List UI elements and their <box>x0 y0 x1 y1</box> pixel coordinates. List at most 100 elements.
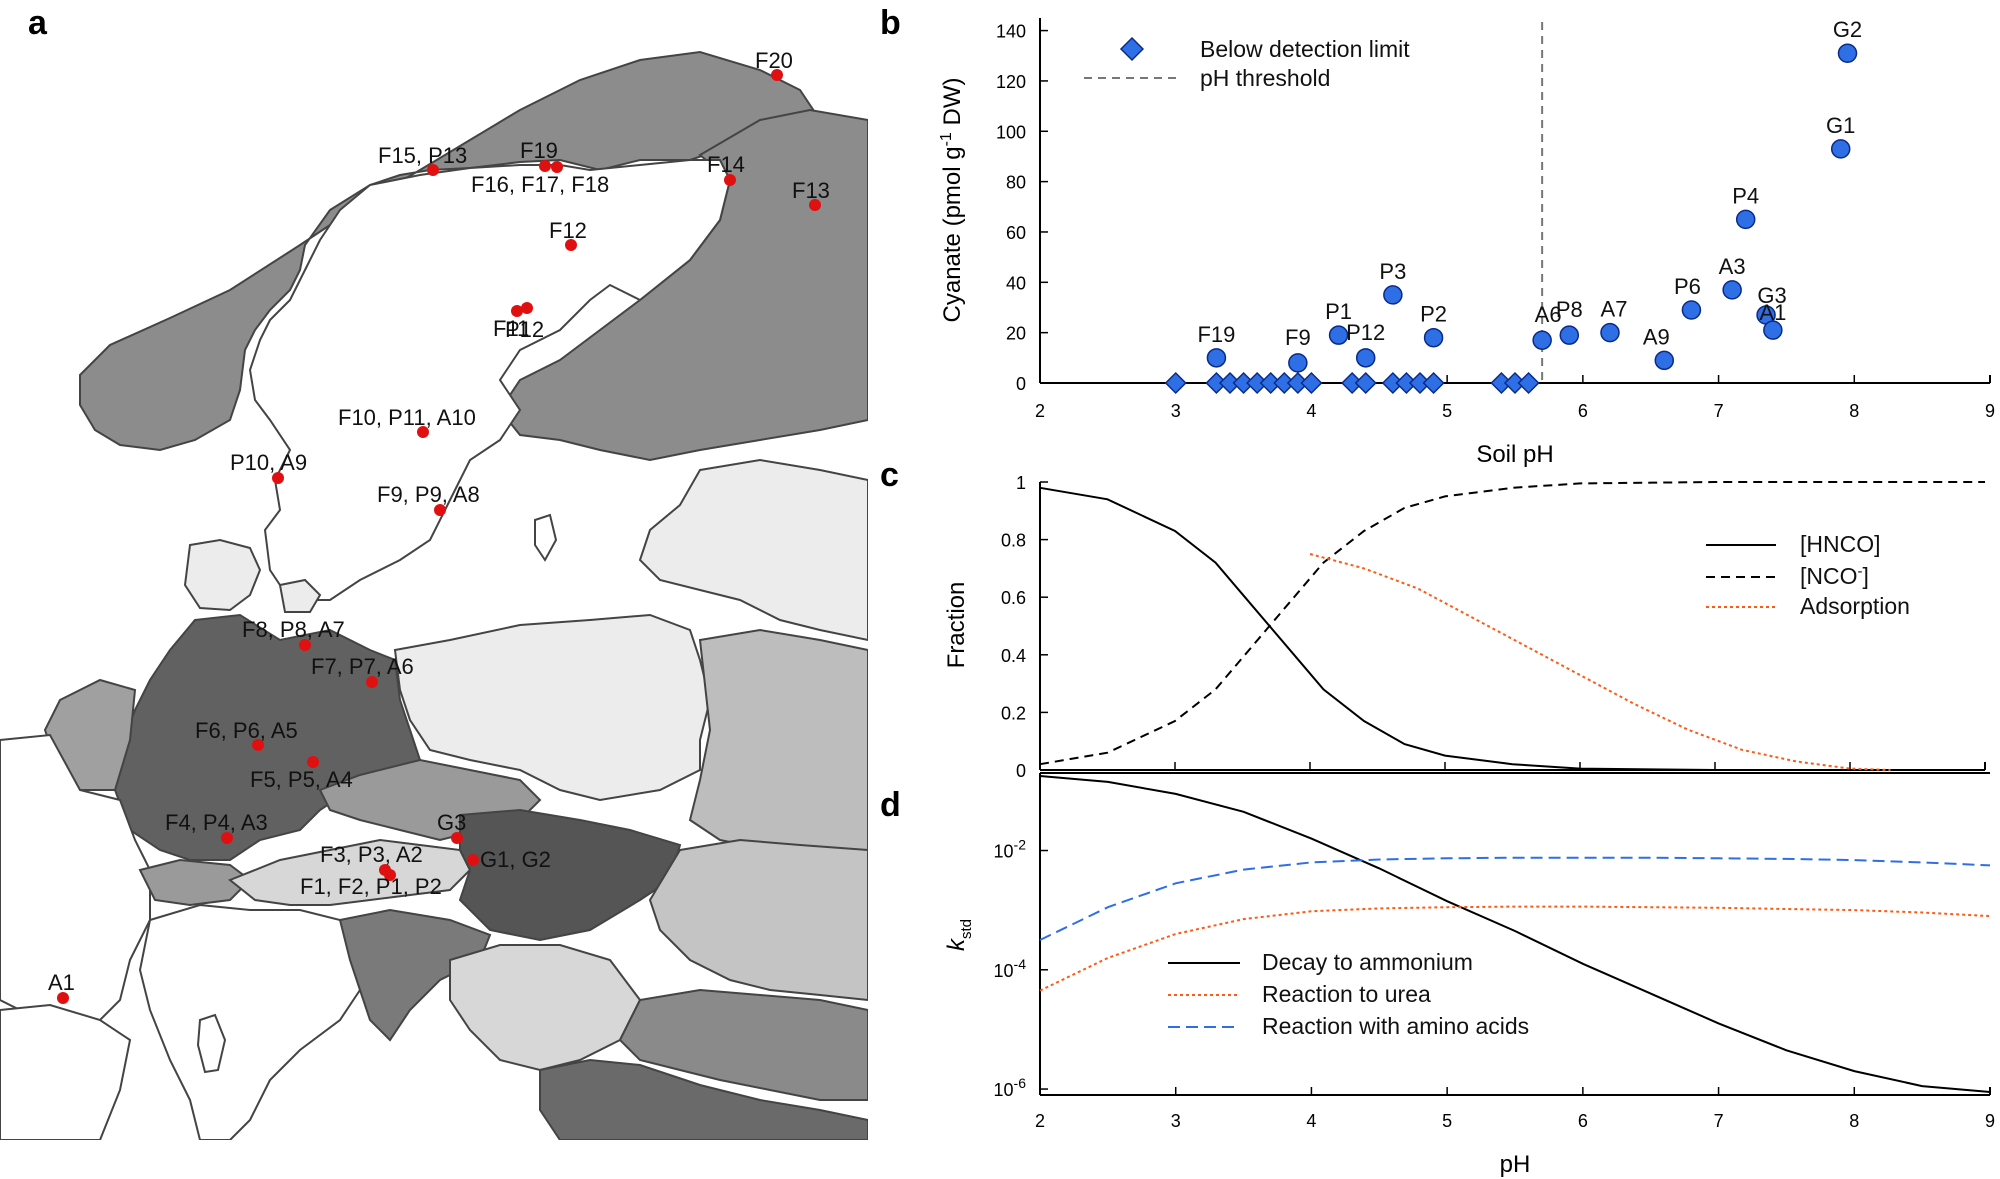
data-point-label: A3 <box>1719 254 1746 279</box>
series-line <box>1309 553 1891 771</box>
map-region-romania <box>648 838 868 1002</box>
x-tick-label: 5 <box>1442 401 1452 421</box>
site-dot <box>384 869 396 881</box>
data-point-label: A9 <box>1643 324 1670 349</box>
x-axis-title: pH <box>1500 1151 1531 1178</box>
data-point <box>1559 325 1580 345</box>
site-dot <box>451 832 463 844</box>
map-region-switzerland <box>138 858 252 907</box>
legend-label: Below detection limit <box>1200 36 1410 62</box>
site-dot <box>771 69 783 81</box>
legend-label: [NCO-] <box>1800 563 1869 589</box>
y-axis-title-main: k <box>943 937 970 951</box>
y-tick-label: 10-4 <box>994 956 1027 981</box>
x-tick-label: 7 <box>1714 401 1724 421</box>
data-point-label: G2 <box>1833 17 1862 42</box>
legend-marker-diamond <box>1119 36 1145 62</box>
x-tick-label: 7 <box>1714 1111 1724 1131</box>
data-point <box>1722 280 1742 300</box>
data-point <box>1735 209 1756 230</box>
map-regions <box>0 0 868 1140</box>
data-point-label: A7 <box>1601 297 1628 322</box>
y-tick-base: 10 <box>994 842 1014 862</box>
x-tick-label: 4 <box>1306 1111 1316 1131</box>
legend-label: Adsorption <box>1800 593 1910 619</box>
site-label: F11 <box>493 316 529 341</box>
site-label: F8, P8, A7 <box>242 617 345 642</box>
y-axis-title-part: Cyanate (pmol g <box>939 146 966 322</box>
y-tick-label: 10-2 <box>994 837 1027 862</box>
below-detection-marker <box>1300 371 1323 395</box>
data-point <box>1763 320 1783 340</box>
site-label: F13 <box>792 178 830 203</box>
legend-label: Decay to ammonium <box>1262 949 1473 975</box>
y-tick-exp: -6 <box>1014 1075 1027 1091</box>
y-tick-exp: -4 <box>1014 956 1027 972</box>
data-point <box>1383 285 1403 305</box>
x-tick-label: 6 <box>1578 401 1588 421</box>
y-tick-label: 0 <box>1016 374 1026 394</box>
x-tick-label: 2 <box>1035 401 1045 421</box>
map-region-croatia <box>338 908 492 1042</box>
data-point <box>1328 325 1349 345</box>
site-label: F19 <box>520 138 558 163</box>
map-region-spain <box>0 1003 132 1140</box>
legend-label-part: [NCO <box>1800 563 1858 589</box>
series-line <box>1039 481 1985 766</box>
site-label: P12 <box>505 317 544 342</box>
y-tick-label: 80 <box>1006 173 1026 193</box>
map-region-denmark <box>183 538 262 612</box>
site-dot <box>366 676 378 688</box>
x-tick-label: 8 <box>1849 401 1859 421</box>
data-point <box>1600 322 1620 343</box>
legend-label-sup: - <box>1858 563 1863 580</box>
site-label: F6, P6, A5 <box>195 718 298 743</box>
site-label: F20 <box>755 48 793 73</box>
x-tick-label: 5 <box>1442 1111 1452 1131</box>
site-dot <box>467 854 479 866</box>
y-tick-label: 1 <box>1016 473 1026 493</box>
site-dot <box>307 756 319 768</box>
y-tick-label: 60 <box>1006 223 1026 243</box>
data-point-label: P6 <box>1674 274 1701 299</box>
data-point-label: P8 <box>1556 297 1583 322</box>
data-point <box>1206 348 1227 368</box>
y-tick-label: 0.8 <box>1001 531 1026 551</box>
map-region-zealand <box>278 578 322 613</box>
data-point <box>1355 348 1376 368</box>
site-dot <box>809 199 821 211</box>
data-point-label: P2 <box>1420 302 1447 327</box>
map-region-east <box>688 628 868 861</box>
site-label: F16, F17, F18 <box>471 172 609 197</box>
site-dot <box>511 305 523 317</box>
site-label: P10, A9 <box>230 450 307 475</box>
site-dot <box>57 992 69 1004</box>
x-tick-label: 6 <box>1578 1111 1588 1131</box>
data-point-label: P12 <box>1346 320 1385 345</box>
y-tick-label: 10-6 <box>994 1075 1027 1100</box>
data-point <box>1288 353 1308 373</box>
site-dot <box>252 739 264 751</box>
x-axis-title: Soil pH <box>1476 441 1553 468</box>
y-tick-base: 10 <box>994 1080 1014 1100</box>
site-label: F1, F2, P1, P2 <box>300 874 442 899</box>
x-tick-label: 4 <box>1306 401 1316 421</box>
data-point-label: F19 <box>1197 322 1235 347</box>
panel-label-d: d <box>880 786 901 824</box>
x-tick-label: 3 <box>1171 1111 1181 1131</box>
y-axis-title: Fraction <box>943 582 970 669</box>
legend-label: pH threshold <box>1200 65 1330 91</box>
panel-label-a: a <box>28 4 48 42</box>
x-tick-label: 9 <box>1985 1111 1995 1131</box>
site-dot <box>221 832 233 844</box>
site-label: G3 <box>437 810 466 835</box>
legend-label: [HNCO] <box>1800 531 1881 557</box>
panel-label-c: c <box>880 456 899 494</box>
site-label: F15, P13 <box>378 143 467 168</box>
site-label: A1 <box>48 970 75 995</box>
y-tick-label: 120 <box>996 72 1026 92</box>
data-point-label: P3 <box>1379 259 1406 284</box>
below-detection-marker <box>1422 371 1445 395</box>
data-point-label: G3 <box>1757 283 1786 308</box>
